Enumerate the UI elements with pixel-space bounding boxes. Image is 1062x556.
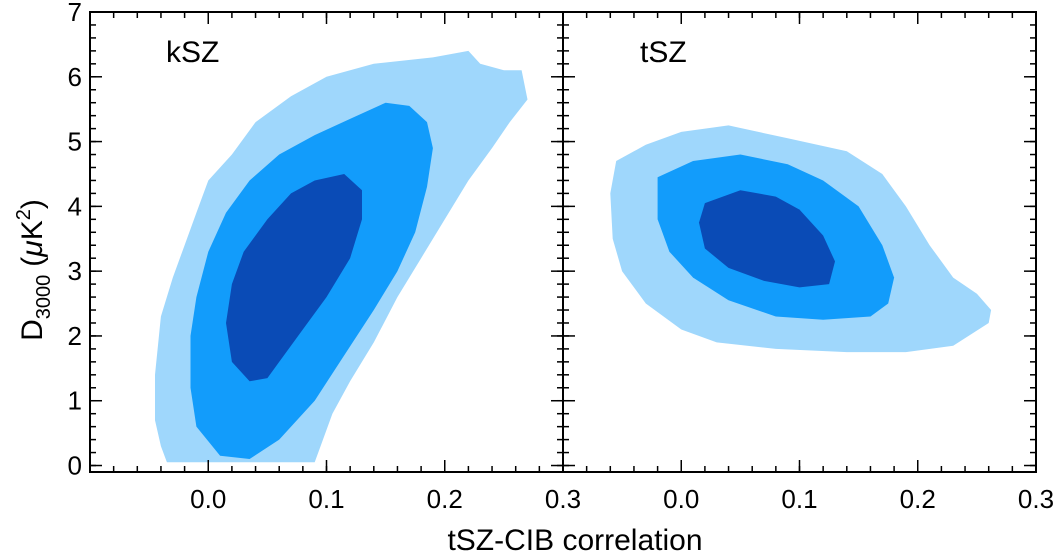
y-axis-label-paren-close: ) <box>16 199 49 209</box>
ksz-xtick-label: 0.0 <box>190 484 226 514</box>
ksz-ytick-label: 7 <box>68 0 82 27</box>
ksz-xtick-label: 0.3 <box>545 484 581 514</box>
y-axis-label-kelvin: K <box>16 220 49 240</box>
ksz-xtick-label: 0.1 <box>308 484 344 514</box>
x-axis-label: tSZ-CIB correlation <box>447 524 702 556</box>
tsz-xtick-label: 0.1 <box>781 484 817 514</box>
ksz-ytick-label: 5 <box>68 127 82 157</box>
ksz-xtick-label: 0.2 <box>427 484 463 514</box>
y-axis-label-paren-open: ( <box>16 257 49 267</box>
ksz-panel-label: kSZ <box>166 36 219 69</box>
ksz-ytick-label: 0 <box>68 451 82 481</box>
tsz-contour-inner <box>699 190 835 288</box>
svg-text:D3000(μK2): D3000 (μK2) <box>13 199 55 341</box>
ksz-panel: 0.0 0.1 0.2 0.3 0 1 2 3 4 5 6 7 kSZ <box>68 0 582 514</box>
y-axis-label: D3000 (μK2) <box>13 199 55 341</box>
y-axis-label-subscript: 3000 <box>33 275 55 320</box>
ksz-contour-inner <box>226 174 362 382</box>
ksz-ytick-label: 2 <box>68 321 82 351</box>
ksz-ytick-label: 1 <box>68 386 82 416</box>
tsz-panel-label: tSZ <box>640 36 687 69</box>
ksz-ytick-label: 6 <box>68 62 82 92</box>
y-axis-label-exponent: 2 <box>13 209 35 220</box>
tsz-panel: 0.0 0.1 0.2 0.3 tSZ <box>562 11 1054 514</box>
y-axis-label-mu: μ <box>16 240 49 257</box>
tsz-plot-frame <box>562 11 1037 473</box>
ksz-ytick-label: 3 <box>68 256 82 286</box>
ksz-ytick-label: 4 <box>68 191 82 221</box>
tsz-xtick-label: 0.3 <box>1018 484 1054 514</box>
y-axis-label-main: D <box>16 319 49 341</box>
tsz-xtick-label: 0.0 <box>663 484 699 514</box>
tsz-xtick-label: 0.2 <box>900 484 936 514</box>
